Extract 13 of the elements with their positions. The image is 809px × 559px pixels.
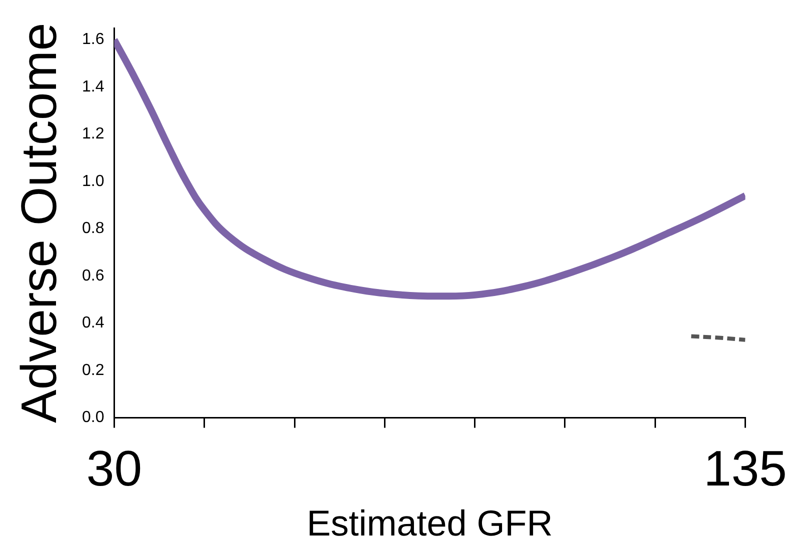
y-tick-label: 1.0	[82, 172, 104, 190]
x-tick-label: 30	[86, 440, 142, 497]
y-axis-title: Adverse Outcome	[10, 22, 67, 423]
y-tick-label: 0.6	[82, 267, 104, 284]
y-tick-label: 0.4	[82, 314, 104, 332]
y-tick-label: 1.6	[82, 31, 104, 48]
y-tick-label: 1.4	[82, 78, 104, 96]
y-tick-label: 0.0	[82, 409, 104, 426]
y-tick-label: 0.2	[82, 362, 104, 379]
y-tick-label: 0.8	[82, 220, 104, 238]
y-tick-label: 1.2	[82, 126, 104, 143]
x-tick-label: 135	[704, 440, 788, 497]
x-axis-title: Estimated GFR	[306, 502, 553, 544]
